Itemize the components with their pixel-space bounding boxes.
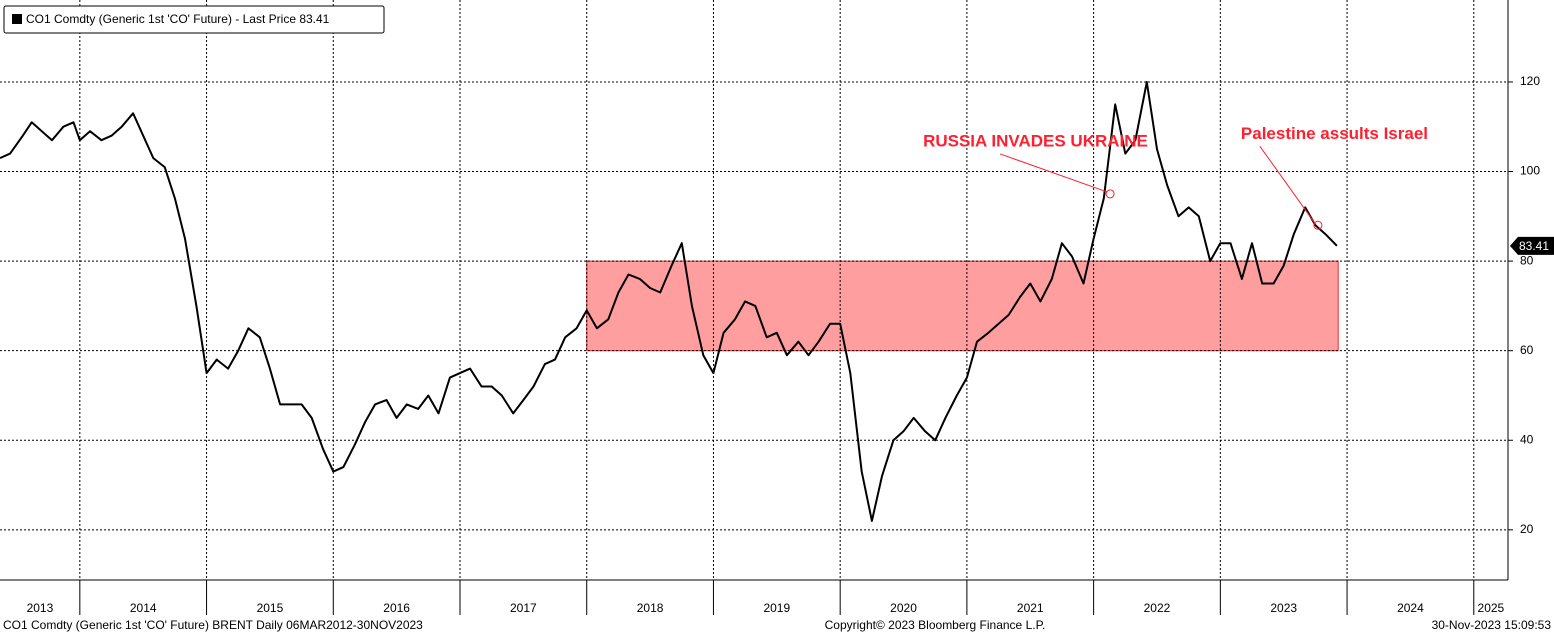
last-price-tag — [1510, 236, 1554, 255]
y-tick-label: 40 — [1520, 432, 1534, 446]
annotation-arrow — [999, 153, 1108, 193]
annotation: Palestine assults Israel — [1241, 124, 1428, 143]
legend-swatch — [12, 14, 22, 24]
y-tick-label: 60 — [1520, 343, 1534, 357]
x-tick-label: 2020 — [890, 601, 917, 615]
x-tick-label: 2016 — [383, 601, 410, 615]
price-line — [0, 81, 1338, 522]
x-tick-label: 2017 — [510, 601, 537, 615]
x-tick-label: 2019 — [763, 601, 790, 615]
x-tick-label: 2025 — [1478, 601, 1505, 615]
y-tick-label: 80 — [1520, 253, 1534, 267]
footer-left: CO1 Comdty (Generic 1st 'CO' Future) BRE… — [3, 618, 423, 632]
x-tick-label: 2013 — [27, 601, 54, 615]
x-tick-label: 2018 — [637, 601, 664, 615]
shaded-band — [586, 260, 1339, 352]
annotation-point — [1105, 189, 1115, 199]
y-tick-label: 20 — [1520, 522, 1534, 536]
annotation-point — [1313, 220, 1323, 230]
legend-box — [3, 5, 385, 34]
footer-center: Copyright© 2023 Bloomberg Finance L.P. — [825, 618, 1046, 632]
y-tick-label: 100 — [1520, 164, 1540, 178]
footer-right: 30-Nov-2023 15:09:53 — [1432, 618, 1552, 632]
x-tick-label: 2023 — [1270, 601, 1297, 615]
x-tick-label: 2015 — [257, 601, 284, 615]
x-tick-label: 2014 — [130, 601, 157, 615]
y-tick-label: 120 — [1520, 74, 1540, 88]
legend-label: CO1 Comdty (Generic 1st 'CO' Future) - L… — [26, 12, 330, 26]
x-tick-label: 2021 — [1017, 601, 1044, 615]
annotation-arrow — [1259, 145, 1316, 224]
annotation: RUSSIA INVADES UKRAINE — [923, 131, 1148, 150]
x-tick-label: 2024 — [1397, 601, 1424, 615]
x-tick-label: 2022 — [1144, 601, 1171, 615]
last-price-label: 83.41 — [1519, 239, 1549, 253]
